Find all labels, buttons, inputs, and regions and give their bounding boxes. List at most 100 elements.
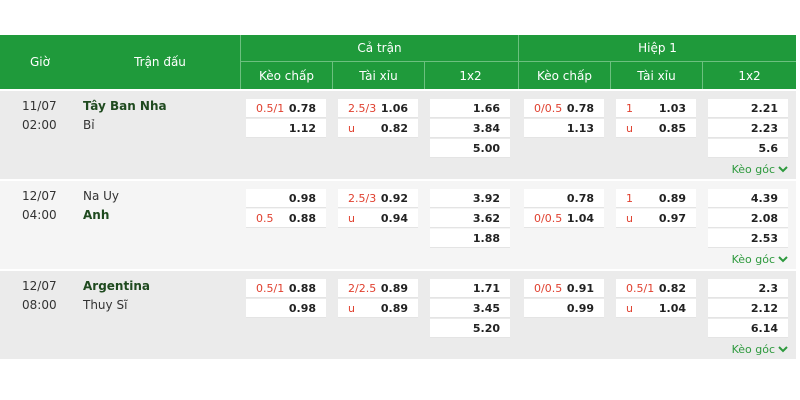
home-team: Argentina <box>83 279 150 293</box>
odds-cell: u 0.85 <box>616 119 696 138</box>
handicap-line: 0/0.5 <box>534 102 563 115</box>
odds-value: 3.62 <box>472 212 500 225</box>
odds-cell: 3.84 <box>430 119 510 138</box>
header-column: Tài xỉu <box>332 62 424 89</box>
odds-cell: u 0.94 <box>338 209 418 228</box>
corner-link[interactable]: Kèo góc <box>732 253 788 266</box>
handicap-line: u <box>626 212 633 225</box>
odds-cell: 6.14 <box>708 319 788 338</box>
odds-value: 1.03 <box>658 102 686 115</box>
odds-cell: 3.45 <box>430 299 510 318</box>
odds-cell: 1 0.89 <box>616 189 696 208</box>
odds-value: 0.89 <box>658 192 686 205</box>
odds-cell: 2.23 <box>708 119 788 138</box>
odds-value: 1.12 <box>288 122 316 135</box>
odds-value: 0.78 <box>288 102 316 115</box>
handicap-line: 2/2.5 <box>348 282 377 295</box>
odds-cell: 3.92 <box>430 189 510 208</box>
odds-value: 5.00 <box>472 142 500 155</box>
odds-value: 0.88 <box>288 282 316 295</box>
odds-cell: u 0.89 <box>338 299 418 318</box>
odds-value: 2.08 <box>750 212 778 225</box>
odds-value: 3.84 <box>472 122 500 135</box>
odds-value: 1.06 <box>380 102 408 115</box>
handicap-line: 0.5 <box>256 212 274 225</box>
odds-value: 5.6 <box>758 142 779 155</box>
handicap-line: 2.5/3 <box>348 102 377 115</box>
odds-value: 0.82 <box>380 122 408 135</box>
match-time: 08:00 <box>22 298 57 312</box>
corner-link[interactable]: Kèo góc <box>732 163 788 176</box>
odds-cell: 2.53 <box>708 229 788 248</box>
header-group: Cả trận <box>240 35 518 62</box>
away-team: Bỉ <box>83 118 95 132</box>
header-column: Tài xỉu <box>610 62 702 89</box>
header-group: Hiệp 1 <box>518 35 796 62</box>
handicap-line: 0.5/1 <box>256 102 285 115</box>
handicap-line: u <box>626 122 633 135</box>
odds-value: 6.14 <box>750 322 778 335</box>
chevron-icon <box>778 256 788 263</box>
match-date: 12/07 <box>22 189 57 203</box>
header-time: Giờ <box>30 55 50 69</box>
match-time: 04:00 <box>22 208 57 222</box>
odds-cell: 0.98 <box>246 189 326 208</box>
chevron-icon <box>778 166 788 173</box>
odds-cell: 1.12 <box>246 119 326 138</box>
odds-cell: 0.98 <box>246 299 326 318</box>
odds-value: 2.3 <box>758 282 779 295</box>
home-team: Tây Ban Nha <box>83 99 167 113</box>
odds-value: 0.82 <box>658 282 686 295</box>
handicap-line: 1 <box>626 102 633 115</box>
odds-cell: u 1.04 <box>616 299 696 318</box>
header-column: Kèo chấp <box>240 62 332 89</box>
handicap-line: 1 <box>626 192 633 205</box>
odds-value: 1.04 <box>566 212 594 225</box>
odds-value: 0.88 <box>288 212 316 225</box>
match-time: 02:00 <box>22 118 57 132</box>
header-match: Trận đấu <box>134 55 186 69</box>
odds-cell: 1.66 <box>430 99 510 118</box>
odds-value: 3.92 <box>472 192 500 205</box>
odds-value: 0.85 <box>658 122 686 135</box>
odds-value: 3.45 <box>472 302 500 315</box>
odds-cell: 2.5/3 1.06 <box>338 99 418 118</box>
header-column: 1x2 <box>424 62 516 89</box>
odds-value: 1.13 <box>566 122 594 135</box>
odds-cell: 2.21 <box>708 99 788 118</box>
header-column: Kèo chấp <box>518 62 610 89</box>
odds-value: 0.92 <box>380 192 408 205</box>
odds-cell: 0.99 <box>524 299 604 318</box>
odds-value: 2.12 <box>750 302 778 315</box>
handicap-line: u <box>348 122 355 135</box>
odds-value: 1.88 <box>472 232 500 245</box>
odds-value: 1.66 <box>472 102 500 115</box>
odds-cell: u 0.97 <box>616 209 696 228</box>
odds-cell: 0.78 <box>524 189 604 208</box>
odds-value: 0.98 <box>288 302 316 315</box>
handicap-line: 0/0.5 <box>534 282 563 295</box>
match-date: 12/07 <box>22 279 57 293</box>
header-column: 1x2 <box>702 62 796 89</box>
match-date: 11/07 <box>22 99 57 113</box>
odds-cell: 0/0.5 0.78 <box>524 99 604 118</box>
match-row: 11/07 02:00 Tây Ban Nha Bỉ 0.5/1 0.78 2.5/3 1.0… <box>0 91 796 179</box>
handicap-line: u <box>348 302 355 315</box>
match-row: 12/07 08:00 Argentina Thuy Sĩ 0.5/1 0.88 2/2.5… <box>0 271 796 359</box>
corner-link[interactable]: Kèo góc <box>732 343 788 356</box>
odds-cell: 0.5/1 0.82 <box>616 279 696 298</box>
odds-value: 1.04 <box>658 302 686 315</box>
odds-value: 2.21 <box>750 102 778 115</box>
handicap-line: u <box>348 212 355 225</box>
odds-value: 0.78 <box>566 102 594 115</box>
odds-cell: 2.3 <box>708 279 788 298</box>
odds-value: 2.53 <box>750 232 778 245</box>
odds-value: 0.78 <box>566 192 594 205</box>
handicap-line: 0.5/1 <box>626 282 655 295</box>
odds-value: 0.89 <box>380 282 408 295</box>
odds-cell: 3.62 <box>430 209 510 228</box>
chevron-icon <box>778 346 788 353</box>
odds-value: 1.71 <box>472 282 500 295</box>
odds-cell: 4.39 <box>708 189 788 208</box>
